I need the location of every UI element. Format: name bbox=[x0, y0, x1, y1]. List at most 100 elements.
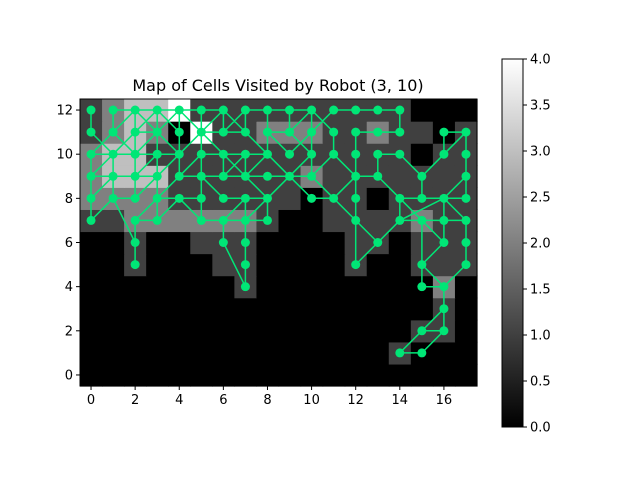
path-point bbox=[439, 282, 449, 292]
path-point bbox=[262, 149, 272, 159]
path-point bbox=[130, 193, 140, 203]
path-point bbox=[152, 193, 162, 203]
heatmap-cell bbox=[190, 253, 213, 277]
path-point bbox=[373, 149, 383, 159]
colorbar-tick-label: 3.0 bbox=[530, 145, 551, 160]
heatmap-cell bbox=[102, 231, 125, 255]
heatmap-cell bbox=[366, 341, 390, 365]
path-point bbox=[285, 127, 295, 137]
heatmap-cell bbox=[234, 341, 258, 365]
heatmap-cell bbox=[432, 99, 456, 122]
path-point bbox=[307, 105, 317, 115]
path-point bbox=[461, 149, 471, 159]
path-point bbox=[174, 171, 184, 181]
heatmap-cell bbox=[256, 253, 280, 277]
path-point bbox=[174, 149, 184, 159]
heatmap-cell bbox=[432, 165, 456, 188]
heatmap-cell bbox=[410, 99, 434, 122]
heatmap-cell bbox=[190, 275, 213, 299]
path-point bbox=[351, 127, 361, 137]
path-point bbox=[439, 215, 449, 225]
heatmap-cell bbox=[344, 363, 368, 387]
heatmap-cell bbox=[102, 319, 125, 343]
heatmap-cell bbox=[322, 341, 346, 365]
robot-path bbox=[86, 105, 471, 358]
path-point bbox=[196, 215, 206, 225]
heatmap-cell bbox=[212, 253, 235, 277]
path-point bbox=[86, 193, 96, 203]
heatmap-cell bbox=[454, 319, 478, 343]
path-point bbox=[307, 149, 317, 159]
heatmap-cell bbox=[190, 363, 213, 387]
y-tick-label: 4 bbox=[65, 280, 73, 295]
x-tick-label: 14 bbox=[392, 393, 409, 408]
heatmap-cell bbox=[256, 275, 280, 299]
heatmap-cell bbox=[454, 99, 478, 122]
heatmap-cell bbox=[80, 297, 103, 321]
path-point bbox=[218, 105, 228, 115]
path-point bbox=[417, 260, 427, 270]
heatmap-cell bbox=[432, 363, 456, 387]
path-point bbox=[285, 105, 295, 115]
path-point bbox=[417, 215, 427, 225]
path-point bbox=[395, 193, 405, 203]
path-point bbox=[108, 149, 118, 159]
heatmap-cell bbox=[278, 187, 302, 210]
path-point bbox=[373, 127, 383, 137]
path-point bbox=[86, 171, 96, 181]
path-point bbox=[152, 149, 162, 159]
path-point bbox=[240, 215, 250, 225]
heatmap-cell bbox=[212, 341, 235, 365]
path-point bbox=[130, 171, 140, 181]
path-point bbox=[174, 193, 184, 203]
path-point bbox=[329, 149, 339, 159]
path-point bbox=[174, 105, 184, 115]
path-point bbox=[461, 215, 471, 225]
path-point bbox=[218, 215, 228, 225]
heatmap-cell bbox=[322, 231, 346, 255]
path-point bbox=[218, 193, 228, 203]
heatmap-cell bbox=[212, 297, 235, 321]
path-point bbox=[240, 282, 250, 292]
path-point bbox=[196, 193, 206, 203]
path-point bbox=[108, 127, 118, 137]
heatmap-cell bbox=[410, 297, 434, 321]
heatmap-cell bbox=[300, 363, 324, 387]
heatmap-cell bbox=[124, 341, 147, 365]
path-point bbox=[86, 149, 96, 159]
path-point bbox=[130, 215, 140, 225]
path-point bbox=[395, 149, 405, 159]
path-point bbox=[130, 260, 140, 270]
heatmap-cell bbox=[168, 297, 191, 321]
heatmap-cell bbox=[366, 319, 390, 343]
heatmap-cell bbox=[234, 363, 258, 387]
x-tick-label: 12 bbox=[347, 393, 364, 408]
heatmap-cell bbox=[80, 363, 103, 387]
path-point bbox=[417, 193, 427, 203]
heatmap-cell bbox=[190, 319, 213, 343]
y-tick-label: 12 bbox=[56, 104, 73, 119]
heatmap-cell bbox=[432, 253, 456, 277]
heatmap-cell bbox=[102, 275, 125, 299]
path-point bbox=[329, 105, 339, 115]
colorbar-tick-label: 3.5 bbox=[530, 99, 551, 114]
heatmap-cell bbox=[366, 187, 390, 210]
x-tick-label: 10 bbox=[303, 393, 320, 408]
heatmap-cell bbox=[388, 253, 412, 277]
heatmap-cell bbox=[146, 341, 169, 365]
path-point bbox=[351, 149, 361, 159]
heatmap-cell bbox=[388, 297, 412, 321]
path-point bbox=[240, 260, 250, 270]
path-point bbox=[130, 238, 140, 247]
colorbar-axis: 0.0 0.5 1.0 1.5 2.0 2.5 3.0 3.5 4.0 bbox=[523, 53, 551, 436]
heatmap-cell bbox=[454, 297, 478, 321]
heatmap-cell bbox=[168, 231, 191, 255]
heatmap-cell bbox=[168, 253, 191, 277]
heatmap-cell bbox=[322, 165, 346, 188]
heatmap-cell bbox=[212, 319, 235, 343]
heatmap-cell bbox=[124, 363, 147, 387]
path-point bbox=[461, 260, 471, 270]
path-point bbox=[240, 127, 250, 137]
heatmap-cell bbox=[366, 363, 390, 387]
path-point bbox=[152, 127, 162, 137]
